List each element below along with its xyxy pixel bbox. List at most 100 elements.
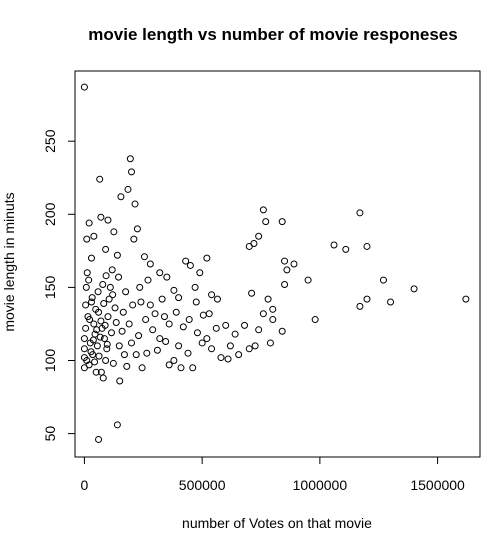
data-point [226, 342, 234, 350]
data-point [92, 368, 100, 376]
data-point [462, 295, 470, 303]
data-point [108, 329, 115, 337]
data-point [245, 345, 253, 353]
data-point [99, 374, 107, 382]
data-point [88, 294, 96, 302]
data-point [342, 245, 350, 253]
data-point [165, 361, 173, 369]
data-point [103, 340, 111, 348]
data-point [124, 185, 132, 193]
data-point [191, 283, 199, 291]
y-tick-label: 50 [42, 426, 58, 442]
x-tick-label: 1500000 [410, 477, 465, 493]
data-point [281, 280, 289, 288]
data-point [85, 276, 93, 284]
data-point [177, 364, 185, 372]
data-point [235, 351, 243, 359]
data-point [170, 286, 178, 294]
data-point [120, 351, 128, 359]
data-point [356, 209, 364, 217]
data-point [110, 228, 118, 236]
data-point [93, 342, 101, 350]
x-axis-label: number of Votes on that movie [182, 515, 372, 531]
data-point [160, 313, 168, 321]
data-point [259, 310, 267, 318]
data-point [113, 421, 121, 429]
data-point [146, 260, 154, 268]
data-point [149, 326, 157, 334]
data-point [99, 280, 107, 288]
data-point [142, 316, 150, 324]
data-point [100, 335, 108, 343]
data-point [278, 327, 286, 335]
data-point [137, 298, 145, 306]
chart-title: movie length vs number of movie respones… [88, 25, 457, 44]
data-point [96, 333, 104, 341]
data-point [90, 320, 98, 328]
data-point [255, 326, 263, 334]
data-point [118, 327, 126, 335]
data-point [125, 320, 133, 328]
data-point [97, 368, 105, 376]
data-point [122, 288, 130, 296]
data-point [83, 235, 91, 243]
y-axis-label: movie length in minuts [1, 192, 17, 331]
data-point [189, 364, 197, 372]
data-point [262, 218, 270, 226]
data-point [311, 316, 319, 324]
data-point [87, 298, 95, 306]
data-point [330, 241, 338, 249]
data-point [115, 342, 123, 350]
data-point [82, 301, 90, 309]
data-point [163, 273, 171, 281]
data-point [91, 358, 99, 366]
data-point [95, 435, 103, 443]
x-axis: 0 500000 1000000 1500000 [81, 456, 465, 493]
data-point [185, 316, 193, 324]
data-point [83, 269, 91, 277]
data-point [165, 320, 173, 328]
data-point [251, 342, 259, 350]
data-point [208, 345, 216, 353]
data-point [269, 305, 277, 313]
data-point [175, 342, 183, 350]
data-point [131, 200, 139, 208]
data-point [162, 337, 170, 345]
y-tick-label: 150 [42, 276, 58, 300]
data-point [283, 266, 291, 274]
data-point [269, 316, 277, 324]
data-point [129, 301, 137, 309]
data-point [95, 352, 103, 360]
data-point [126, 155, 134, 163]
data-point [208, 291, 216, 299]
data-point [108, 266, 116, 274]
data-point [143, 349, 151, 357]
data-point [184, 349, 192, 357]
data-point [196, 269, 204, 277]
data-point [153, 346, 161, 354]
data-point [224, 355, 232, 363]
data-point [175, 294, 183, 302]
data-point [89, 336, 97, 344]
data-points [80, 83, 470, 443]
data-point [290, 260, 298, 268]
data-point [172, 308, 180, 316]
data-point [128, 168, 136, 176]
data-point [113, 251, 121, 259]
y-tick-label: 100 [42, 349, 58, 373]
data-point [144, 276, 152, 284]
data-point [82, 324, 90, 332]
data-point [410, 285, 418, 293]
data-point [112, 318, 120, 326]
data-point [241, 321, 249, 329]
data-point [100, 299, 108, 307]
data-point [103, 345, 111, 353]
data-point [132, 351, 140, 359]
x-tick-label: 500000 [179, 477, 226, 493]
data-point [179, 323, 187, 331]
data-point [248, 289, 256, 297]
data-point [104, 216, 112, 224]
data-point [87, 348, 95, 356]
data-point [217, 354, 225, 362]
